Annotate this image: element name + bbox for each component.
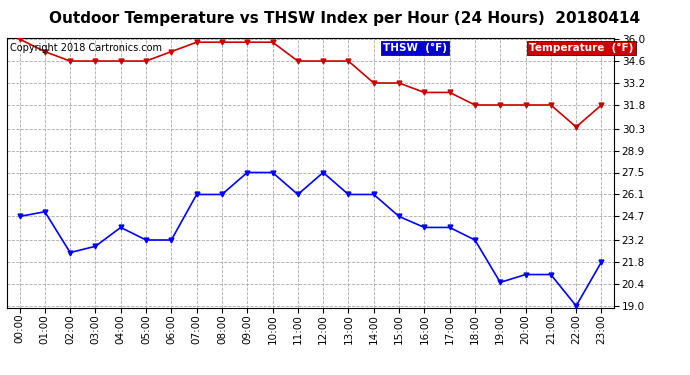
Text: THSW  (°F): THSW (°F) <box>384 43 447 53</box>
Text: Copyright 2018 Cartronics.com: Copyright 2018 Cartronics.com <box>10 43 162 53</box>
Text: Outdoor Temperature vs THSW Index per Hour (24 Hours)  20180414: Outdoor Temperature vs THSW Index per Ho… <box>50 11 640 26</box>
Text: Temperature  (°F): Temperature (°F) <box>529 43 633 53</box>
